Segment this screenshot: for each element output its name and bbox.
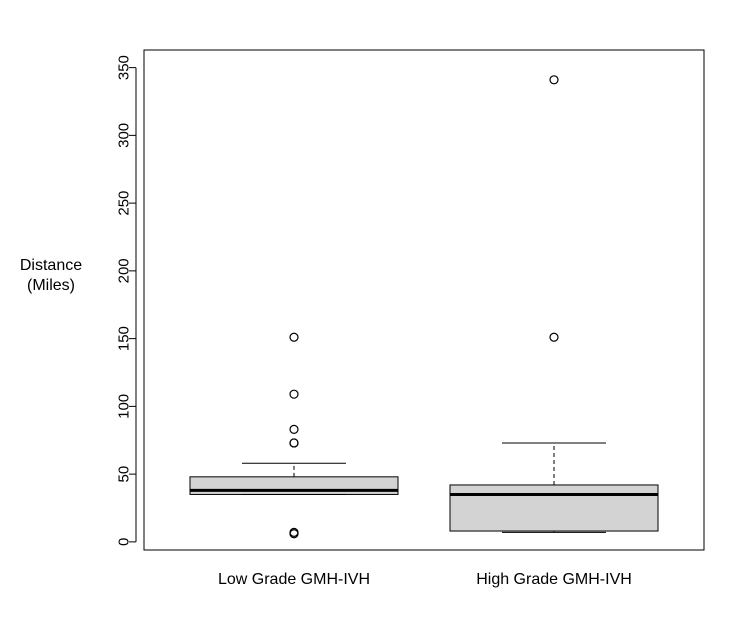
y-tick-label: 250 — [116, 191, 133, 216]
y-tick-label: 150 — [116, 326, 133, 351]
iqr-box — [449, 484, 659, 532]
plot-frame — [143, 49, 705, 551]
y-axis-label-line-1: Distance — [19, 257, 83, 274]
boxes — [189, 75, 659, 539]
outlier-point — [289, 332, 299, 342]
y-axis: 0 50 100 150 200 250 300 350 — [116, 55, 137, 546]
x-category-label: Low Grade GMH-IVH — [218, 571, 370, 588]
box-group — [189, 332, 399, 539]
outlier-point — [549, 75, 559, 85]
outlier-point — [289, 438, 299, 448]
y-tick-label: 200 — [116, 258, 133, 283]
x-axis-labels: Low Grade GMH-IVH High Grade GMH-IVH — [218, 571, 632, 588]
outlier-point — [549, 332, 559, 342]
y-tick-label: 100 — [116, 394, 133, 419]
outlier-point — [289, 529, 299, 539]
y-axis-label-line-2: (Miles) — [27, 277, 75, 294]
box-group — [449, 75, 659, 533]
y-tick-label: 0 — [116, 538, 133, 546]
y-axis-label: Distance (Miles) — [6, 256, 96, 296]
y-tick-label: 350 — [116, 55, 133, 80]
outlier-point — [289, 389, 299, 399]
x-category-label: High Grade GMH-IVH — [476, 571, 632, 588]
y-tick-label: 50 — [116, 466, 133, 483]
y-tick-label: 300 — [116, 123, 133, 148]
outlier-point — [289, 424, 299, 435]
